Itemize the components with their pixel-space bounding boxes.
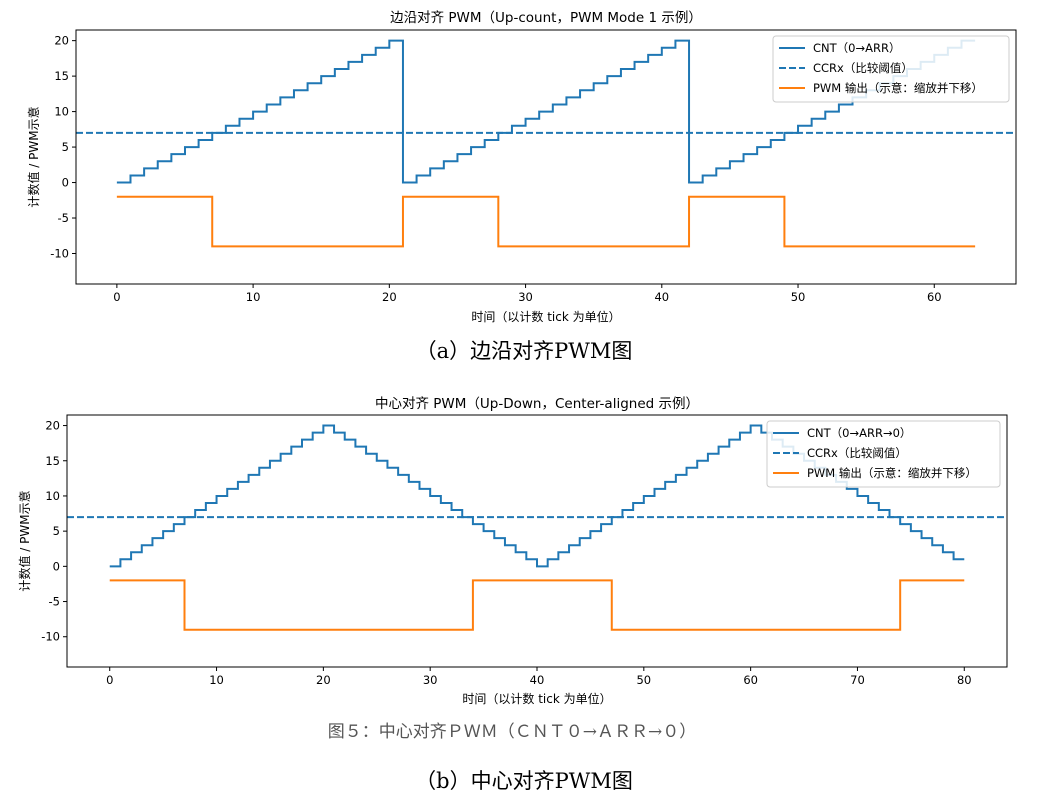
legend-label: CNT（0→ARR→0） bbox=[807, 426, 911, 440]
x-tick-label: 70 bbox=[850, 673, 865, 687]
y-tick-label: 5 bbox=[53, 524, 60, 538]
plot-frame bbox=[75, 29, 1017, 285]
y-tick-label: 10 bbox=[54, 105, 69, 119]
y-tick-label: -5 bbox=[58, 211, 69, 225]
chart-edge-aligned: 边沿对齐 PWM（Up-count，PWM Mode 1 示例） 0 10 20 30 4… bbox=[26, 10, 1017, 324]
y-tick-label: 20 bbox=[54, 34, 69, 48]
chart-title: 边沿对齐 PWM（Up-count，PWM Mode 1 示例） bbox=[390, 10, 702, 26]
y-tick-label: 0 bbox=[62, 176, 69, 190]
x-tick-label: 30 bbox=[423, 673, 438, 687]
caption-b: （b）中心对齐PWM图 bbox=[415, 769, 633, 793]
y-tick-label: 5 bbox=[62, 140, 69, 154]
y-tick-label: 20 bbox=[45, 419, 60, 433]
legend-label: PWM 输出（示意：缩放并下移） bbox=[807, 466, 977, 480]
series-pwm-line bbox=[109, 579, 965, 631]
legend: CNT（0→ARR） CCRx（比较阈值） PWM 输出（示意：缩放并下移） bbox=[772, 35, 1010, 103]
legend-label: PWM 输出（示意：缩放并下移） bbox=[813, 81, 983, 95]
y-axis-label: 计数值 / PWM示意 bbox=[26, 106, 41, 207]
x-axis-label: 时间（以计数 tick 为单位） bbox=[462, 691, 611, 706]
series-pwm-line bbox=[116, 195, 976, 248]
x-tick-label: 40 bbox=[530, 673, 545, 687]
legend-box bbox=[766, 420, 1001, 488]
y-axis-label: 计数值 / PWM示意 bbox=[17, 490, 32, 591]
figure-caption: 图５：中心对齐ＰＷＭ（ＣＮＴ０→ＡＲＲ→０） bbox=[328, 722, 697, 742]
x-tick-label: 30 bbox=[518, 290, 533, 304]
legend-label: CNT（0→ARR） bbox=[813, 41, 900, 55]
x-tick-label: 0 bbox=[106, 673, 113, 687]
y-tick-label: 15 bbox=[54, 69, 69, 83]
x-tick-label: 0 bbox=[113, 290, 120, 304]
x-tick-label: 80 bbox=[957, 673, 972, 687]
x-tick-label: 20 bbox=[382, 290, 397, 304]
x-tick-label: 10 bbox=[246, 290, 261, 304]
y-tick-label: 15 bbox=[45, 454, 60, 468]
x-tick-label: 20 bbox=[316, 673, 331, 687]
x-tick-label: 50 bbox=[791, 290, 806, 304]
legend: CNT（0→ARR→0） CCRx（比较阈值） PWM 输出（示意：缩放并下移） bbox=[766, 420, 1001, 488]
chart-center-aligned: 中心对齐 PWM（Up-Down，Center-aligned 示例） 0 10 20… bbox=[17, 396, 1008, 706]
y-tick-label: -10 bbox=[50, 246, 69, 260]
caption-a: （a）边沿对齐PWM图 bbox=[416, 339, 633, 363]
y-tick-label: 0 bbox=[53, 559, 60, 573]
y-tick-label: -10 bbox=[41, 630, 60, 644]
y-tick-label: 10 bbox=[45, 489, 60, 503]
legend-label: CCRx（比较阈值） bbox=[813, 61, 913, 75]
plot-series-layer bbox=[76, 39, 1016, 248]
x-axis-label: 时间（以计数 tick 为单位） bbox=[471, 309, 620, 324]
legend-box bbox=[772, 35, 1010, 103]
x-tick-label: 60 bbox=[743, 673, 758, 687]
legend-label: CCRx（比较阈值） bbox=[807, 446, 907, 460]
series-cnt-line bbox=[116, 39, 976, 184]
x-tick-label: 60 bbox=[927, 290, 942, 304]
x-tick-label: 50 bbox=[636, 673, 651, 687]
chart-title: 中心对齐 PWM（Up-Down，Center-aligned 示例） bbox=[375, 396, 699, 412]
x-tick-label: 10 bbox=[209, 673, 224, 687]
x-tick-label: 40 bbox=[654, 290, 669, 304]
y-tick-label: -5 bbox=[49, 595, 60, 609]
